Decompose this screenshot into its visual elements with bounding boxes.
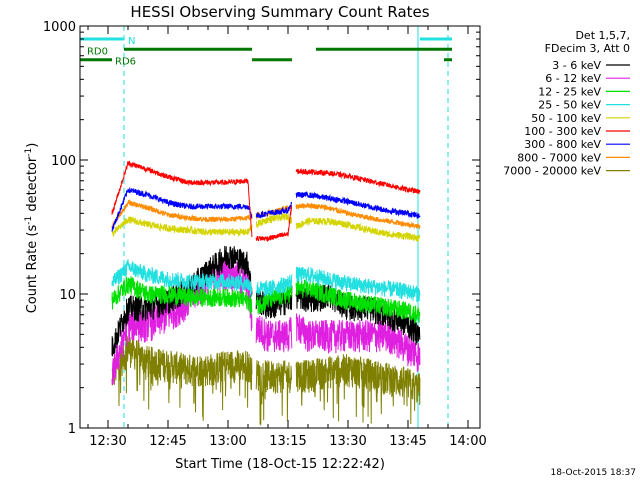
x-tick-label-0: 12:30	[89, 434, 126, 449]
chart-title: HESSI Observing Summary Count Rates	[130, 3, 429, 21]
legend-label-6: 300 - 800 keV	[524, 138, 601, 151]
x-tick-label-6: 14:00	[449, 434, 486, 449]
legend-label-0: 3 - 6 keV	[552, 59, 601, 72]
y-tick-label-0: 1	[68, 422, 76, 437]
y-axis-ticks: 1 10 100 1000	[43, 20, 480, 437]
legend-label-7: 800 - 7000 keV	[517, 151, 601, 164]
x-tick-label-4: 13:30	[329, 434, 366, 449]
legend-label-8: 7000 - 20000 keV	[503, 165, 601, 178]
plot-frame	[79, 25, 481, 429]
legend-label-3: 25 - 50 keV	[538, 99, 601, 112]
y-tick-label-1: 10	[59, 288, 76, 303]
x-tick-label-5: 13:45	[389, 434, 426, 449]
series-line-3	[111, 259, 421, 303]
legend-label-5: 100 - 300 keV	[524, 125, 601, 138]
legend-header-1: Det 1,5,7,	[575, 29, 630, 42]
legend-header-2: FDecim 3, Att 0	[545, 42, 630, 55]
x-tick-label-1: 12:45	[149, 434, 186, 449]
y-tick-label-3: 1000	[43, 20, 76, 35]
att-label-2: RD6	[115, 57, 136, 68]
att-label-1: RD0	[87, 46, 108, 57]
series-line-8	[111, 336, 421, 426]
legend-label-2: 12 - 25 keV	[538, 85, 601, 98]
x-axis-ticks: 12:30 12:45 13:00 13:15 13:30 13:45 14:00	[87, 26, 487, 449]
x-tick-label-2: 13:00	[209, 434, 246, 449]
series-line-6	[111, 187, 421, 232]
timestamp: 18-Oct-2015 18:37	[551, 468, 636, 478]
legend-label-1: 6 - 12 keV	[545, 72, 601, 85]
legend-label-4: 50 - 100 keV	[531, 112, 601, 125]
y-tick-label-2: 100	[51, 154, 76, 169]
att-label-0: N	[128, 36, 135, 47]
series-layer	[111, 160, 421, 426]
series-line-5	[111, 160, 421, 242]
x-tick-label-3: 13:15	[269, 434, 306, 449]
series-line-4	[111, 212, 421, 242]
y-axis-label: Count Rate (s-1 detector-1)	[24, 143, 40, 314]
attenuator-layer: N RD0 RD6	[80, 36, 452, 68]
x-axis-label: Start Time (18-Oct-15 12:22:42)	[175, 457, 385, 472]
